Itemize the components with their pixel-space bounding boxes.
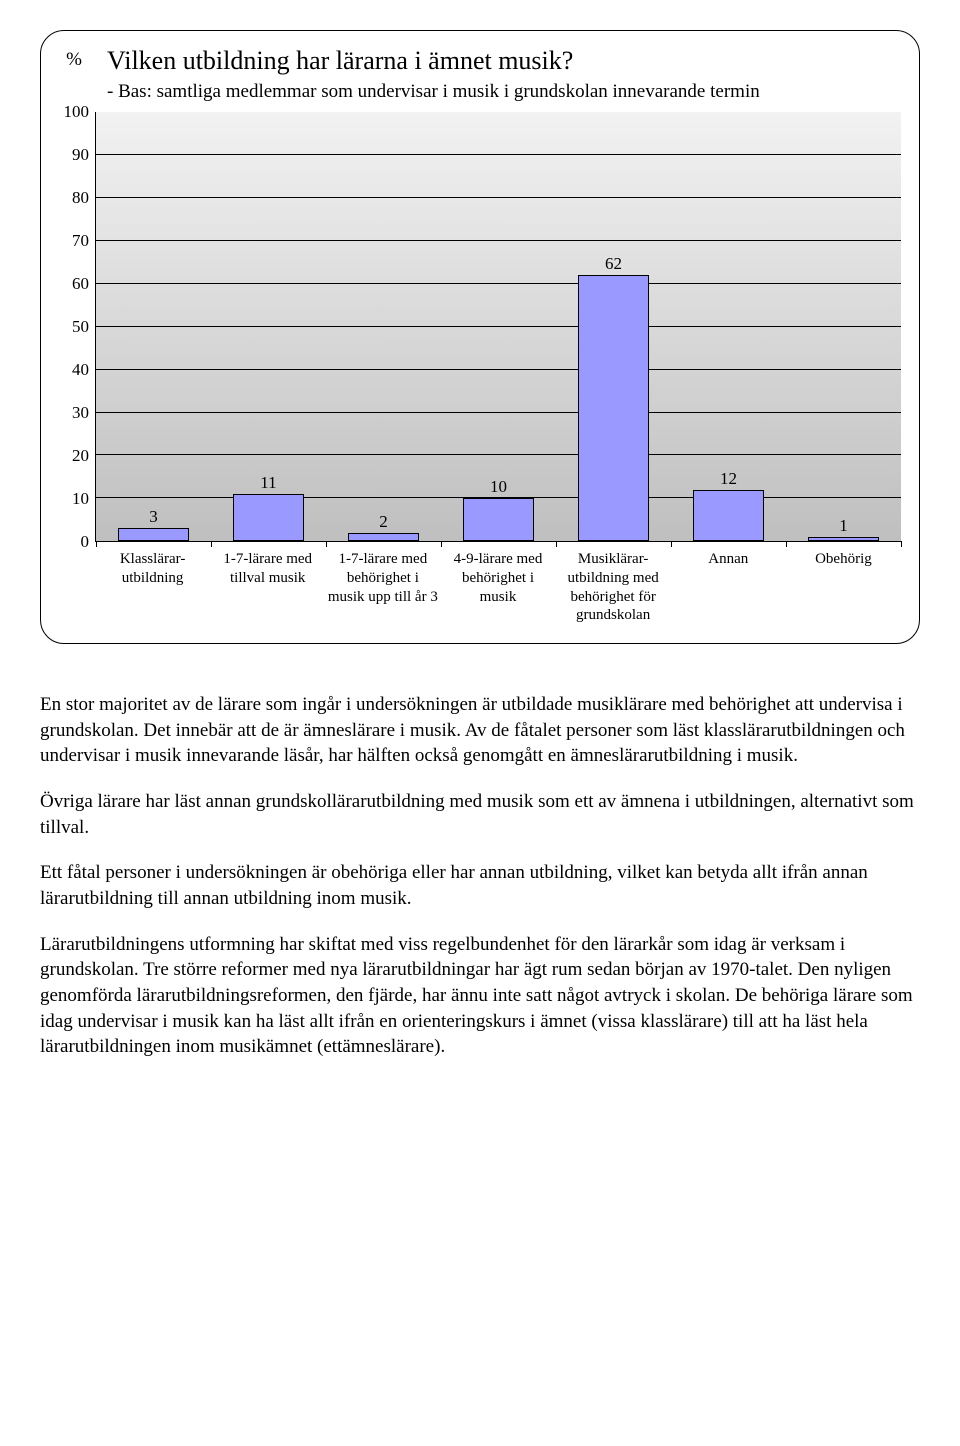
x-category-label: Obehörig (786, 550, 901, 625)
bar-slot: 1 (786, 112, 901, 541)
paragraph-1: En stor majoritet av de lärare som ingår… (40, 692, 920, 769)
x-tick (671, 541, 672, 547)
x-tick (441, 541, 442, 547)
chart-title: Vilken utbildning har lärarna i ämnet mu… (107, 45, 901, 78)
paragraph-3: Ett fåtal personer i undersökningen är o… (40, 860, 920, 911)
x-tick (326, 541, 327, 547)
bar: 10 (463, 498, 534, 541)
chart-body: 1009080706050403020100 3 11 2 10 62 12 1 (59, 112, 901, 542)
bar-slot: 3 (96, 112, 211, 541)
x-category-label: 1-7-lärare med tillval musik (210, 550, 325, 625)
bar-value-label: 3 (149, 507, 158, 527)
x-tick (786, 541, 787, 547)
x-category-label: Annan (671, 550, 786, 625)
x-axis-categories: Klasslärar-utbildning1-7-lärare med till… (95, 550, 901, 625)
bar: 2 (348, 533, 419, 542)
bar-value-label: 12 (720, 469, 737, 489)
bar: 62 (578, 275, 649, 541)
x-tick (556, 541, 557, 547)
chart-card: % Vilken utbildning har lärarna i ämnet … (40, 30, 920, 644)
x-category-label: Klasslärar-utbildning (95, 550, 210, 625)
y-unit-label: % (59, 45, 89, 71)
bar-value-label: 1 (839, 516, 848, 536)
chart-titles: Vilken utbildning har lärarna i ämnet mu… (107, 45, 901, 104)
bars-container: 3 11 2 10 62 12 1 (96, 112, 901, 541)
bar-value-label: 2 (379, 512, 388, 532)
x-tick (96, 541, 97, 547)
bar-slot: 62 (556, 112, 671, 541)
x-ticks (96, 541, 901, 547)
bar-slot: 10 (441, 112, 556, 541)
body-text: En stor majoritet av de lärare som ingår… (40, 692, 920, 1060)
paragraph-2: Övriga lärare har läst annan grundskollä… (40, 789, 920, 840)
x-category-label: 4-9-lärare med behörighet i musik (440, 550, 555, 625)
bar-slot: 12 (671, 112, 786, 541)
bar-value-label: 62 (605, 254, 622, 274)
bar: 11 (233, 494, 304, 541)
bar-slot: 11 (211, 112, 326, 541)
x-category-label: Musiklärar-utbildning med behörighet för… (556, 550, 671, 625)
chart-subtitle: - Bas: samtliga medlemmar som undervisar… (107, 80, 901, 105)
y-axis: 1009080706050403020100 (59, 112, 95, 542)
bar-value-label: 11 (260, 473, 276, 493)
x-category-label: 1-7-lärare med behörighet i musik upp ti… (325, 550, 440, 625)
bar-value-label: 10 (490, 477, 507, 497)
bar: 12 (693, 490, 764, 541)
chart-plot-area: 3 11 2 10 62 12 1 (95, 112, 901, 542)
bar: 3 (118, 528, 189, 541)
paragraph-4: Lärarutbildningens utformning har skifta… (40, 932, 920, 1060)
chart-header: % Vilken utbildning har lärarna i ämnet … (59, 45, 901, 104)
x-tick (211, 541, 212, 547)
x-tick (901, 541, 902, 547)
bar-slot: 2 (326, 112, 441, 541)
